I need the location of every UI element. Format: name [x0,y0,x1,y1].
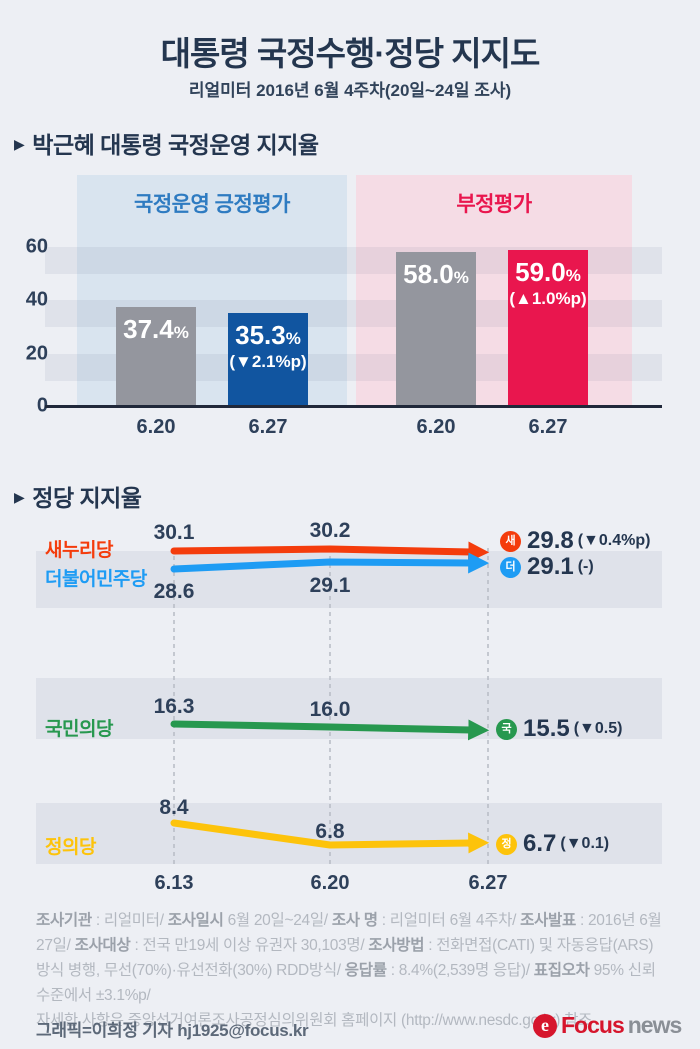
focusnews-mark-icon: e [533,1013,557,1038]
final-value: 29.1 [527,553,574,580]
bar-negative-620: 58.0% [396,252,476,407]
percent-sign: % [453,268,469,287]
party-label-saenuri: 새누리당 [45,540,113,561]
point-label: 6.8 [315,820,345,843]
graphic-credit: 그래픽=이희정 기자 hj1925@focus.kr [36,1021,309,1040]
x-axis-line [45,405,662,408]
saenuri-line [170,541,490,563]
bar-x-label: 6.20 [136,416,176,438]
point-label: 29.1 [309,574,351,597]
point-label: 30.2 [309,519,351,542]
methodology-segment: 조사기관 [36,912,92,929]
saenuri-badge-icon: 새 [500,530,521,552]
y-tick-60: 60 [25,235,48,258]
justice-final-row: 정 6.7 (▼0.1) [496,832,609,856]
methodology-reference-line: 자세한 사항은 중앙선거여론조사공정심의위원회 홈페이지 (http://www… [36,1012,593,1029]
methodology-segment: 조사일시 [167,912,224,929]
minjoo-final-row: 더 29.1 (-) [500,555,594,579]
party-heading-text: 정당 지지율 [32,485,142,511]
row-stripe-justice [36,803,662,864]
methodology-segment: 조사발표 [520,912,576,929]
approval-heading-text: 박근혜 대통령 국정운영 지지율 [32,132,319,158]
methodology-segment: : 8.4%(2,539명 응답)/ [386,962,534,979]
bar-value: 35.3 [235,320,286,350]
point-label: 16.0 [309,698,351,721]
final-value: 29.8 [527,527,574,554]
methodology-segment: 표집오차 [533,962,590,979]
party-section-heading: ▶ 정당 지지율 [14,479,142,513]
minjoo-line [170,552,490,574]
bar-value: 59.0 [515,257,566,287]
party-label-minjoo: 더불어민주당 [45,569,147,590]
point-label: 28.6 [153,580,195,603]
final-delta: (▼0.1) [560,835,610,852]
justice-badge-icon: 정 [496,833,517,855]
methodology-segment: 95% 신뢰수준에서 ±3.1%p/ [36,962,656,1004]
final-value: 6.7 [523,830,557,857]
saenuri-final-row: 새 29.8 (▼0.4%p) [500,529,650,553]
approval-section-heading: ▶ 박근혜 대통령 국정운영 지지율 [14,126,319,160]
survey-methodology-note: 조사기관 : 리얼미터/ 조사일시 6월 20일~24일/ 조사 명 : 리얼미… [36,908,668,1033]
methodology-segment: : 전국 만19세 이상 유권자 30,103명/ [130,937,369,954]
final-value: 15.5 [523,715,570,742]
party-line-chart [170,541,490,866]
vertical-dashed-gridlines [173,548,489,866]
final-delta: (▼0.5) [573,720,623,737]
y-tick-40: 40 [25,288,48,311]
methodology-segment: : 리얼미터 6월 4주차/ [377,912,521,929]
methodology-segment: 응답률 [344,962,387,979]
kukmin-line [170,719,490,741]
percent-sign: % [173,323,189,342]
party-label-justice: 정의당 [45,837,96,858]
point-label: 8.4 [159,796,189,819]
page-subtitle: 리얼미터 2016년 6월 4주차(20일~24일 조사) [188,81,512,100]
line-x-label-620: 6.20 [310,872,350,894]
triangle-bullet-icon: ▶ [14,136,25,152]
bar-value: 58.0 [403,259,454,289]
bar-positive-620: 37.4% [116,307,196,407]
bar-value: 37.4 [123,314,174,344]
methodology-segment: 6월 20일~24일/ [223,912,332,929]
y-tick-20: 20 [25,342,48,365]
percent-sign: % [285,329,301,348]
point-label: 16.3 [153,695,195,718]
page-title: 대통령 국정수행·정당 지지도 [160,35,541,72]
line-x-label-613: 6.13 [154,872,194,894]
positive-panel-title: 국정운영 긍정평가 [134,193,290,216]
triangle-bullet-icon: ▶ [14,489,25,505]
methodology-segment: : 2016년 6월27일/ [36,912,662,954]
methodology-segment: : 전화면접(CATI) 및 자동응답(ARS) 방식 병행, 무선(70%)·… [36,937,654,979]
bar-negative-627: 59.0% (▲1.0%p) [508,250,588,407]
point-label: 30.1 [153,521,195,544]
justice-line [170,819,490,854]
bar-x-label: 6.20 [416,416,456,438]
line-x-label-627: 6.27 [468,872,508,894]
focusnews-logo: e Focus news [533,1012,683,1039]
bar-delta: (▼2.1%p) [229,352,307,372]
logo-brand-text: Focus [561,1012,625,1038]
final-delta: (-) [577,558,594,575]
kukmin-badge-icon: 국 [496,718,517,740]
bar-x-label: 6.27 [248,416,288,438]
kukmin-final-row: 국 15.5 (▼0.5) [496,717,622,741]
logo-suffix-text: news [627,1012,683,1038]
negative-panel-title: 부정평가 [456,193,532,216]
y-tick-0: 0 [36,394,48,417]
bar-delta: (▲1.0%p) [509,289,587,309]
methodology-segment: 조사대상 [74,937,131,954]
methodology-segments: 조사기관 : 리얼미터/ 조사일시 6월 20일~24일/ 조사 명 : 리얼미… [36,912,662,1004]
final-delta: (▼0.4%p) [577,532,651,549]
minjoo-badge-icon: 더 [500,556,521,578]
party-label-kukmin: 국민의당 [45,719,113,740]
methodology-segment: 조사 명 [331,912,378,929]
percent-sign: % [565,266,581,285]
bar-positive-627: 35.3% (▼2.1%p) [228,313,308,407]
methodology-segment: 조사방법 [368,937,425,954]
methodology-segment: : 리얼미터/ [91,912,168,929]
bar-x-label: 6.27 [528,416,568,438]
